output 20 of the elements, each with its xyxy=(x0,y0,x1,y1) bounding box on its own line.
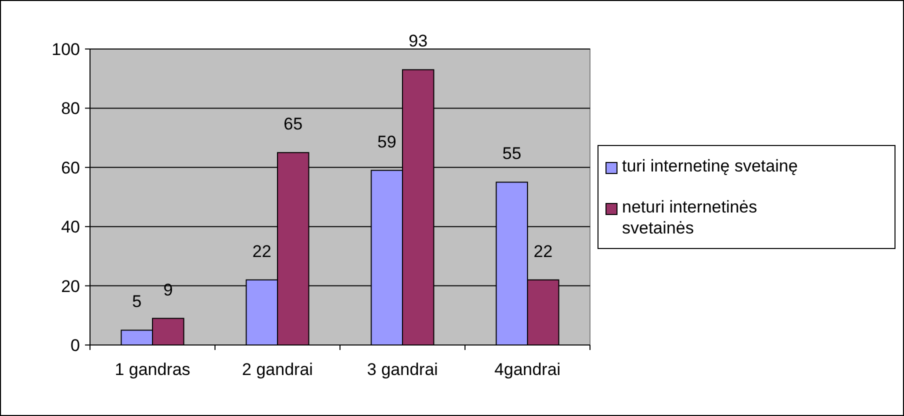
y-tick-label: 60 xyxy=(61,158,80,178)
y-tick-label: 100 xyxy=(52,40,80,59)
y-tick-label: 40 xyxy=(61,218,80,237)
legend-label: turi internetinę svetainę xyxy=(622,156,798,176)
data-label: 9 xyxy=(163,280,173,300)
data-label: 5 xyxy=(132,292,142,312)
x-tick-label: 1 gandras xyxy=(114,360,190,379)
legend-label: neturi internetinės svetainės xyxy=(622,197,758,238)
data-label: 22 xyxy=(534,242,553,261)
y-tick-label: 20 xyxy=(61,276,80,296)
data-label: 93 xyxy=(408,32,428,51)
data-label: 65 xyxy=(284,114,303,134)
x-tick-label: 2 gandrai xyxy=(242,360,313,379)
data-label: 59 xyxy=(377,132,396,152)
x-tick-label: 4gandrai xyxy=(494,360,561,379)
y-tick-label: 0 xyxy=(70,336,80,355)
x-tick-label: 3 gandrai xyxy=(367,360,438,379)
data-label: 22 xyxy=(252,242,272,261)
y-tick-label: 80 xyxy=(61,99,80,118)
data-label: 55 xyxy=(502,144,522,164)
